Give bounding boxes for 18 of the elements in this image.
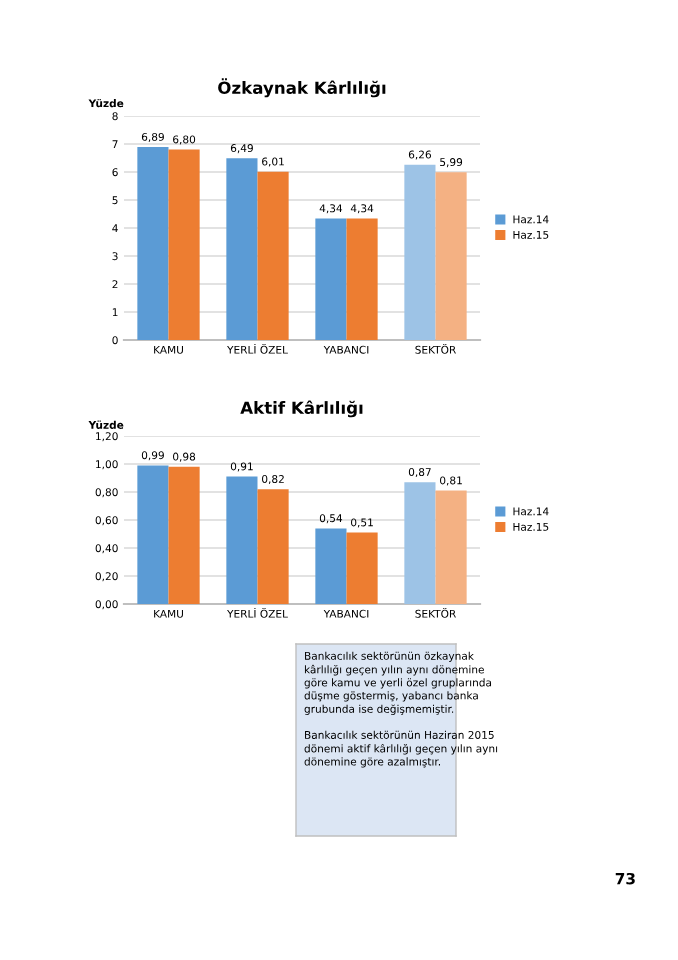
chart-title: Aktif Kârlılığı [240, 400, 363, 418]
bar [257, 171, 289, 340]
bar [137, 465, 169, 604]
bar [315, 528, 347, 604]
bar [404, 164, 436, 340]
chart-title: Özkaynak Kârlılığı [218, 78, 386, 98]
bar [404, 482, 436, 604]
bar [315, 218, 347, 340]
bar [226, 476, 258, 604]
bar [435, 490, 467, 604]
bar [257, 489, 289, 604]
bar [346, 218, 378, 340]
bar [168, 149, 200, 340]
bar [226, 158, 258, 340]
bar [137, 147, 169, 340]
bar [435, 172, 467, 340]
bar [168, 466, 200, 604]
bar [346, 532, 378, 604]
